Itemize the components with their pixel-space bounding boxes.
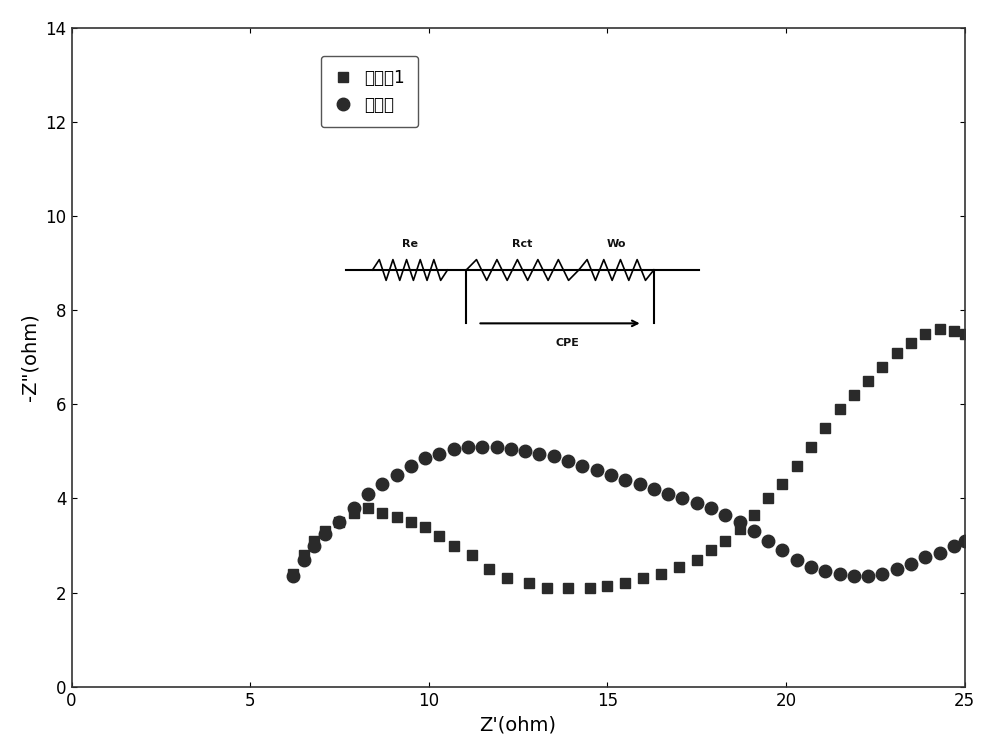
- 实施例1: [309, 536, 321, 545]
- 实施例1: [433, 532, 445, 541]
- Legend: 实施例1, 对比例: 实施例1, 对比例: [321, 56, 418, 127]
- 实施例1: [541, 584, 553, 593]
- 对比例: [298, 555, 310, 564]
- 对比例: [890, 565, 902, 574]
- 对比例: [462, 442, 474, 451]
- 实施例1: [620, 578, 631, 587]
- 对比例: [876, 569, 888, 578]
- 对比例: [419, 454, 431, 463]
- 实施例1: [419, 522, 431, 532]
- 对比例: [690, 498, 702, 507]
- 实施例1: [673, 562, 685, 572]
- 对比例: [376, 480, 388, 489]
- 对比例: [390, 470, 402, 479]
- 对比例: [820, 567, 832, 576]
- 对比例: [834, 569, 846, 578]
- 对比例: [863, 572, 874, 581]
- 对比例: [476, 442, 488, 451]
- 实施例1: [501, 574, 513, 583]
- 对比例: [605, 470, 617, 479]
- Y-axis label: -Z"(ohm): -Z"(ohm): [21, 313, 40, 401]
- 对比例: [734, 517, 746, 526]
- 对比例: [948, 541, 960, 550]
- 实施例1: [584, 584, 596, 593]
- 实施例1: [919, 329, 931, 338]
- 实施例1: [376, 508, 388, 517]
- 对比例: [777, 546, 789, 555]
- 对比例: [548, 451, 560, 461]
- 实施例1: [362, 504, 374, 513]
- 对比例: [562, 456, 574, 465]
- 实施例1: [876, 362, 888, 371]
- 对比例: [448, 445, 460, 454]
- 实施例1: [348, 508, 360, 517]
- 实施例1: [690, 555, 702, 564]
- 对比例: [491, 442, 503, 451]
- 实施例1: [602, 581, 614, 590]
- 对比例: [647, 485, 659, 494]
- 对比例: [633, 480, 645, 489]
- 对比例: [719, 510, 731, 519]
- 实施例1: [958, 329, 970, 338]
- 实施例1: [890, 348, 902, 357]
- 对比例: [577, 461, 589, 470]
- 实施例1: [523, 578, 535, 587]
- 对比例: [676, 494, 688, 503]
- 实施例1: [655, 569, 667, 578]
- 对比例: [662, 489, 674, 498]
- 对比例: [748, 527, 760, 536]
- 实施例1: [863, 376, 874, 385]
- 实施例1: [748, 510, 760, 519]
- 对比例: [791, 555, 803, 564]
- 实施例1: [834, 405, 846, 414]
- 实施例1: [734, 525, 746, 534]
- 实施例1: [334, 517, 346, 526]
- 实施例1: [762, 494, 774, 503]
- 实施例1: [820, 424, 832, 433]
- 实施例1: [390, 513, 402, 522]
- 对比例: [362, 489, 374, 498]
- 实施例1: [448, 541, 460, 550]
- 对比例: [762, 536, 774, 545]
- 对比例: [534, 449, 546, 458]
- 实施例1: [905, 339, 917, 348]
- Line: 对比例: 对比例: [287, 440, 971, 582]
- 对比例: [287, 572, 299, 581]
- 对比例: [620, 475, 631, 484]
- 实施例1: [948, 327, 960, 336]
- 对比例: [319, 529, 331, 538]
- 对比例: [505, 445, 517, 454]
- 对比例: [705, 504, 717, 513]
- 实施例1: [466, 550, 478, 559]
- 实施例1: [298, 550, 310, 559]
- 实施例1: [848, 390, 860, 399]
- 实施例1: [562, 584, 574, 593]
- 对比例: [348, 504, 360, 513]
- 对比例: [905, 560, 917, 569]
- 实施例1: [719, 536, 731, 545]
- X-axis label: Z'(ohm): Z'(ohm): [479, 715, 557, 734]
- 对比例: [591, 466, 603, 475]
- 对比例: [933, 548, 945, 557]
- 实施例1: [805, 442, 817, 451]
- 实施例1: [287, 569, 299, 578]
- Line: 实施例1: 实施例1: [288, 324, 969, 593]
- 实施例1: [319, 527, 331, 536]
- 对比例: [848, 572, 860, 581]
- 对比例: [334, 517, 346, 526]
- 对比例: [433, 449, 445, 458]
- 对比例: [519, 447, 531, 456]
- 实施例1: [777, 480, 789, 489]
- 实施例1: [791, 461, 803, 470]
- 对比例: [405, 461, 417, 470]
- 实施例1: [637, 574, 649, 583]
- 对比例: [958, 536, 970, 545]
- 对比例: [919, 553, 931, 562]
- 实施例1: [933, 325, 945, 334]
- 对比例: [309, 541, 321, 550]
- 实施例1: [405, 517, 417, 526]
- 实施例1: [705, 546, 717, 555]
- 对比例: [805, 562, 817, 572]
- 实施例1: [483, 565, 495, 574]
